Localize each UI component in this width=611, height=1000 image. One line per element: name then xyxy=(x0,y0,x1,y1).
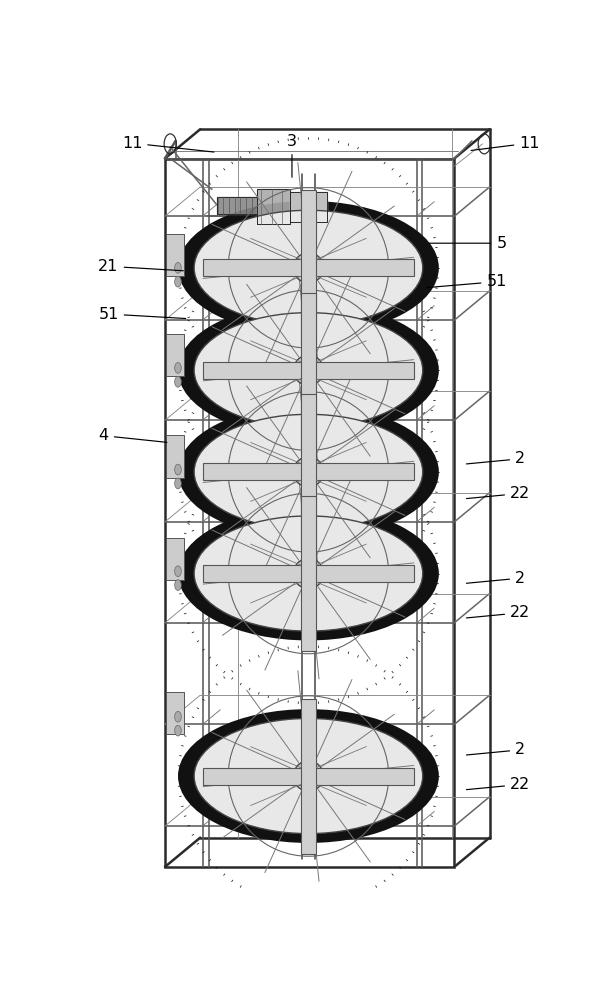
Bar xyxy=(301,190,316,345)
Text: 2: 2 xyxy=(466,742,525,757)
Circle shape xyxy=(175,478,181,489)
Ellipse shape xyxy=(293,355,323,385)
Bar xyxy=(166,538,185,580)
Text: 11: 11 xyxy=(122,136,214,152)
Circle shape xyxy=(175,376,181,387)
Ellipse shape xyxy=(300,260,316,276)
Text: 3: 3 xyxy=(287,134,297,177)
Text: 4: 4 xyxy=(99,428,167,443)
Text: 2: 2 xyxy=(466,571,525,586)
Bar xyxy=(166,334,185,376)
Polygon shape xyxy=(217,197,257,214)
Text: 11: 11 xyxy=(471,136,540,151)
Ellipse shape xyxy=(194,516,423,631)
Ellipse shape xyxy=(194,210,423,325)
Ellipse shape xyxy=(293,761,323,791)
Bar xyxy=(203,362,414,379)
Text: 22: 22 xyxy=(466,777,530,792)
Text: 5: 5 xyxy=(429,236,507,251)
Polygon shape xyxy=(257,189,290,224)
Ellipse shape xyxy=(293,457,323,487)
Ellipse shape xyxy=(300,464,316,480)
Text: 2: 2 xyxy=(466,451,525,466)
Bar xyxy=(301,293,316,448)
Ellipse shape xyxy=(194,313,423,428)
Bar xyxy=(203,463,414,480)
Text: 51: 51 xyxy=(426,274,507,289)
Circle shape xyxy=(175,262,181,273)
Text: 22: 22 xyxy=(466,605,530,620)
Text: 21: 21 xyxy=(98,259,183,274)
Ellipse shape xyxy=(293,253,323,283)
Circle shape xyxy=(175,363,181,373)
Ellipse shape xyxy=(179,710,438,842)
Ellipse shape xyxy=(194,414,423,529)
Ellipse shape xyxy=(300,362,316,379)
Bar xyxy=(301,496,316,651)
Bar xyxy=(166,692,185,734)
Bar xyxy=(166,435,185,478)
Bar xyxy=(203,259,414,276)
Text: 22: 22 xyxy=(466,486,530,501)
Circle shape xyxy=(175,725,181,736)
Ellipse shape xyxy=(179,508,438,639)
Text: 51: 51 xyxy=(98,307,186,322)
Ellipse shape xyxy=(300,768,316,784)
Ellipse shape xyxy=(293,558,323,589)
Circle shape xyxy=(175,276,181,287)
Ellipse shape xyxy=(194,718,423,834)
Circle shape xyxy=(175,464,181,475)
Polygon shape xyxy=(290,192,327,222)
Circle shape xyxy=(175,711,181,722)
Bar xyxy=(166,234,185,276)
Circle shape xyxy=(175,566,181,577)
Bar xyxy=(165,158,454,867)
Ellipse shape xyxy=(179,304,438,436)
Ellipse shape xyxy=(179,202,438,334)
Bar xyxy=(203,565,414,582)
Ellipse shape xyxy=(300,565,316,582)
Circle shape xyxy=(175,580,181,590)
Bar xyxy=(301,394,316,549)
Ellipse shape xyxy=(179,406,438,538)
Bar xyxy=(301,699,316,854)
Bar xyxy=(203,768,414,785)
